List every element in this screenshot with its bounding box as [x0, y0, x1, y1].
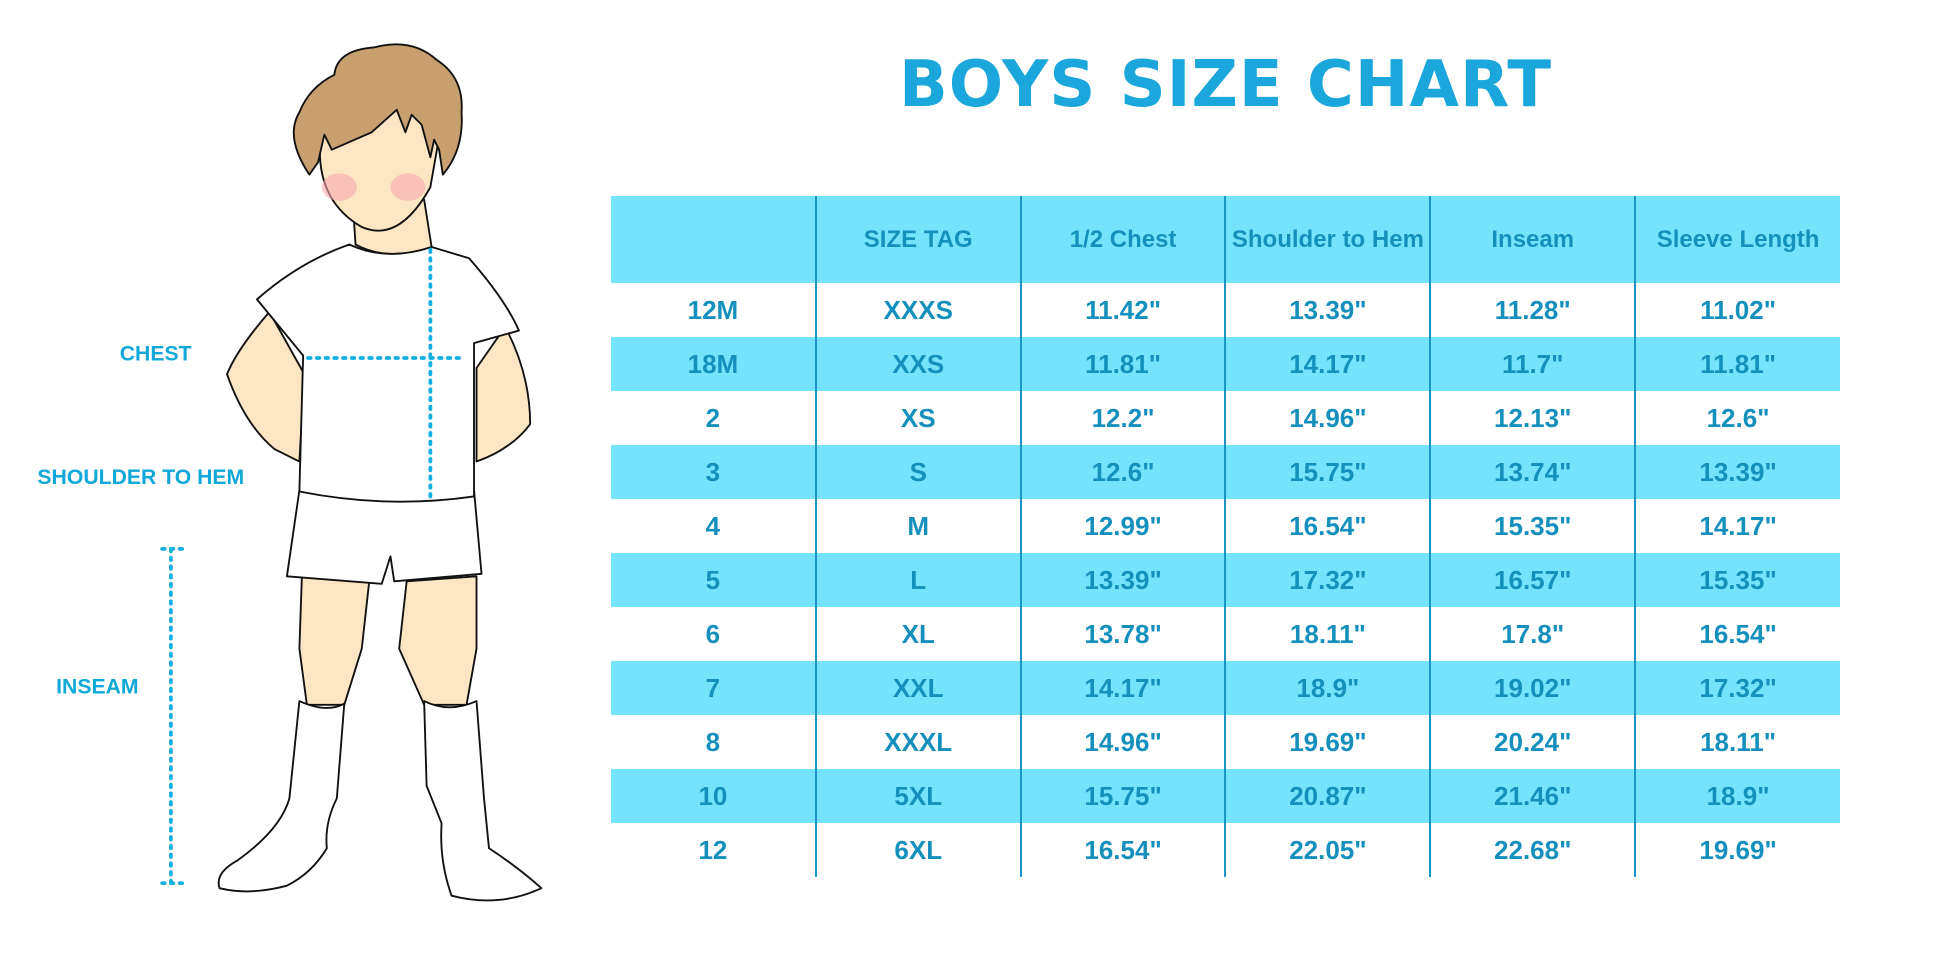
table-cell: 19.69": [1224, 715, 1431, 769]
table-row: 12 6XL 16.54" 22.05" 22.68" 19.69": [611, 823, 1840, 877]
table-cell: 15.75": [1224, 445, 1431, 499]
table-cell: 18.11": [1634, 715, 1840, 769]
inseam-label: INSEAM: [56, 676, 138, 699]
table-row: 7 XXL 14.17" 18.9" 19.02" 17.32": [611, 661, 1840, 715]
table-cell: 16.57": [1429, 553, 1636, 607]
table-cell: XXL: [814, 661, 1021, 715]
table-cell: 13.39": [1224, 283, 1431, 337]
table-cell: 17.32": [1224, 553, 1431, 607]
table-row: 10 5XL 15.75" 20.87" 21.46" 18.9": [611, 769, 1840, 823]
table-row: 5 L 13.39" 17.32" 16.57" 15.35": [611, 553, 1840, 607]
table-cell: 11.81": [1634, 337, 1840, 391]
table-cell: 13.39": [1019, 553, 1226, 607]
table-cell: 21.46": [1429, 769, 1636, 823]
table-cell: XXXS: [814, 283, 1021, 337]
table-cell: 12.6": [1019, 445, 1226, 499]
table-cell: S: [814, 445, 1021, 499]
table-cell: 11.02": [1634, 283, 1840, 337]
table-cell: 6: [705, 618, 721, 649]
chest-label: CHEST: [120, 343, 192, 366]
column-header: Shoulder to Hem: [1224, 196, 1431, 283]
table-cell: 4: [705, 510, 721, 541]
table-cell: 14.17": [1224, 337, 1431, 391]
table-row: 3 S 12.6" 15.75" 13.74" 13.39": [611, 445, 1840, 499]
table-cell: 13.78": [1019, 607, 1226, 661]
table-cell: 22.05": [1224, 823, 1431, 877]
table-cell: 18.11": [1224, 607, 1431, 661]
table-cell: 14.96": [1224, 391, 1431, 445]
table-cell: L: [814, 553, 1021, 607]
table-cell: 11.7": [1429, 337, 1636, 391]
table-row: 12M XXXS 11.42" 13.39" 11.28" 11.02": [611, 283, 1840, 337]
table-cell: 12M: [687, 294, 739, 325]
table-cell: 5: [611, 553, 816, 607]
column-header: 1/2 Chest: [1019, 196, 1226, 283]
table-cell: 14.17": [1019, 661, 1226, 715]
table-cell: 3: [611, 445, 816, 499]
table-cell: 15.35": [1429, 499, 1636, 553]
table-row: 6 XL 13.78" 18.11" 17.8" 16.54": [611, 607, 1840, 661]
table-cell: 19.02": [1429, 661, 1636, 715]
table-cell: 17.8": [1429, 607, 1636, 661]
table-cell: 12: [698, 834, 728, 865]
table-cell: 2: [705, 402, 721, 433]
table-cell: 12.2": [1019, 391, 1226, 445]
column-header: Sleeve Length: [1634, 196, 1840, 283]
table-cell: 14.96": [1019, 715, 1226, 769]
table-cell: 16.54": [1019, 823, 1226, 877]
table-cell: 18.9": [1224, 661, 1431, 715]
table-cell: 15.75": [1019, 769, 1226, 823]
table-cell: 10: [611, 769, 816, 823]
table-cell: 17.32": [1634, 661, 1840, 715]
table-cell: 5XL: [814, 769, 1021, 823]
table-header-row: SIZE TAG 1/2 Chest Shoulder to Hem Inseam Sl…: [611, 196, 1840, 283]
shoulder-to-hem-label: SHOULDER TO HEM: [37, 466, 244, 489]
page-title: BOYS SIZE CHART: [898, 48, 1553, 122]
size-chart-table: SIZE TAG 1/2 Chest Shoulder to Hem Inseam Sl…: [611, 196, 1840, 877]
table-cell: 18M: [611, 337, 816, 391]
table-cell: 16.54": [1224, 499, 1431, 553]
column-header: SIZE TAG: [814, 196, 1021, 283]
table-cell: 11.81": [1019, 337, 1226, 391]
table-row: 18M XXS 11.81" 14.17" 11.7" 11.81": [611, 337, 1840, 391]
column-header: Inseam: [1429, 196, 1636, 283]
table-cell: 11.42": [1019, 283, 1226, 337]
table-cell: 6XL: [814, 823, 1021, 877]
table-row: 4 M 12.99" 16.54" 15.35" 14.17": [611, 499, 1840, 553]
table-cell: 16.54": [1634, 607, 1840, 661]
table-cell: 12.6": [1634, 391, 1840, 445]
table-cell: 7: [611, 661, 816, 715]
table-cell: 20.87": [1224, 769, 1431, 823]
table-cell: 22.68": [1429, 823, 1636, 877]
table-cell: 11.28": [1429, 283, 1636, 337]
table-cell: 13.74": [1429, 445, 1636, 499]
table-cell: 14.17": [1634, 499, 1840, 553]
table-cell: XS: [814, 391, 1021, 445]
table-cell: XXS: [814, 337, 1021, 391]
table-cell: XXXL: [814, 715, 1021, 769]
table-cell: 19.69": [1634, 823, 1840, 877]
column-header: [611, 196, 816, 283]
table-cell: 8: [705, 726, 721, 757]
table-cell: 12.99": [1019, 499, 1226, 553]
table-cell: 18.9": [1634, 769, 1840, 823]
table-cell: 20.24": [1429, 715, 1636, 769]
table-row: 8 XXXL 14.96" 19.69" 20.24" 18.11": [611, 715, 1840, 769]
table-cell: 13.39": [1634, 445, 1840, 499]
table-cell: M: [814, 499, 1021, 553]
table-cell: XL: [814, 607, 1021, 661]
table-cell: 15.35": [1634, 553, 1840, 607]
table-cell: 12.13": [1429, 391, 1636, 445]
table-row: 2 XS 12.2" 14.96" 12.13" 12.6": [611, 391, 1840, 445]
